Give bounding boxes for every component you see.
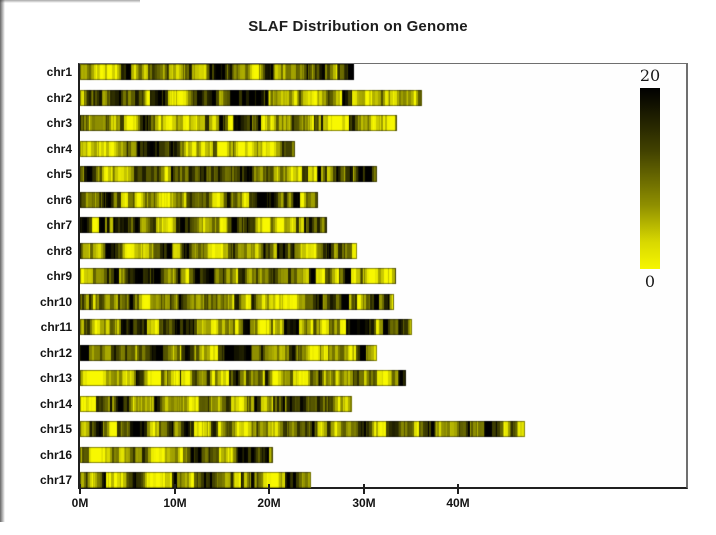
- x-tick-label: 10M: [163, 496, 187, 510]
- x-tick-mark: [363, 484, 365, 494]
- chromosome-label-chr5: chr5: [46, 167, 72, 181]
- chromosome-label-chr16: chr16: [39, 448, 72, 462]
- chromosome-label-chr14: chr14: [39, 397, 72, 411]
- chromosome-label-chr3: chr3: [46, 116, 72, 130]
- chromosome-label-chr8: chr8: [46, 244, 72, 258]
- chart-title: SLAF Distribution on Genome: [248, 18, 468, 35]
- x-tick-mark: [79, 484, 81, 494]
- colorbar-max-label: 20: [639, 66, 661, 85]
- chromosome-label-chr11: chr11: [40, 320, 72, 334]
- chromosome-label-chr15: chr15: [39, 422, 72, 436]
- chromosome-label-chr10: chr10: [39, 295, 72, 309]
- chromosome-label-chr17: chr17: [39, 473, 72, 487]
- chromosome-label-chr2: chr2: [46, 91, 72, 105]
- chromosome-label-chr6: chr6: [46, 193, 72, 207]
- genome-heatmap-canvas: [80, 64, 684, 488]
- x-tick-label: 0M: [71, 496, 89, 510]
- colorbar-gradient: [640, 88, 660, 269]
- x-tick-label: 30M: [352, 496, 376, 510]
- x-tick-mark: [174, 484, 176, 494]
- chromosome-label-chr4: chr4: [46, 142, 72, 156]
- x-tick-mark: [268, 484, 270, 494]
- colorbar-min-label: 0: [644, 272, 656, 291]
- chromosome-label-chr12: chr12: [39, 346, 72, 360]
- chromosome-label-chr13: chr13: [39, 371, 72, 385]
- x-tick-label: 20M: [257, 496, 281, 510]
- chromosome-label-chr7: chr7: [46, 218, 72, 232]
- chromosome-label-chr9: chr9: [46, 269, 72, 283]
- scan-edge-shadow-top: [0, 0, 140, 3]
- x-tick-label: 40M: [446, 496, 470, 510]
- x-tick-mark: [457, 484, 459, 494]
- chromosome-label-chr1: chr1: [46, 65, 72, 79]
